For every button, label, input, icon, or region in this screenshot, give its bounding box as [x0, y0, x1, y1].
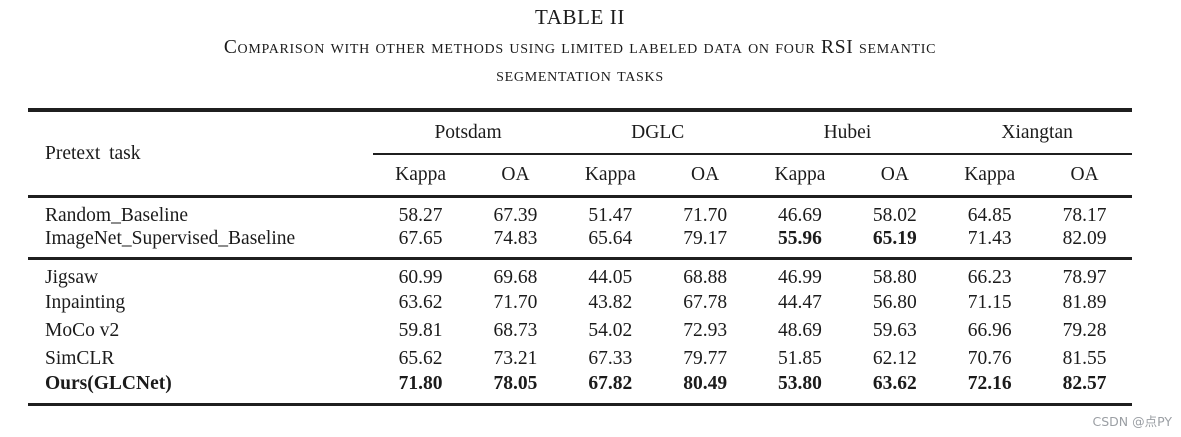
row-label: SimCLR — [45, 348, 115, 369]
table-cell: 53.80 — [778, 373, 822, 394]
table-cell: 65.64 — [562, 227, 658, 260]
table-cell: 48.69 — [778, 320, 822, 341]
row-label: Random_Baseline — [45, 205, 188, 227]
table-cell: 81.55 — [1062, 348, 1107, 369]
row-label: MoCo v2 — [45, 320, 120, 341]
table-cell: 58.80 — [872, 267, 917, 288]
group-header-dglc: DGLC — [562, 110, 753, 155]
col-header-oa: OA — [468, 154, 563, 198]
table-cell: 44.47 — [778, 292, 822, 313]
table-cell: 58.02 — [872, 205, 917, 227]
row-label: Ours(GLCNet) — [45, 373, 172, 394]
table-title: TABLE II — [534, 5, 625, 29]
table-caption: TABLE II Comparison with other methods u… — [28, 5, 1132, 90]
table-cell: 59.63 — [872, 320, 917, 341]
table-row: ImageNet_Supervised_Baseline 67.65 74.83… — [28, 227, 1132, 260]
table-cell: 79.77 — [683, 348, 728, 369]
table-cell: 55.96 — [752, 227, 848, 260]
table-cell: 70.76 — [967, 348, 1012, 369]
table-cell: 56.80 — [872, 292, 917, 313]
table-cell: 59.81 — [398, 320, 443, 341]
group-header-potsdam: Potsdam — [373, 110, 563, 155]
table-row: Random_Baseline 58.27 67.39 51.47 71.70 … — [28, 197, 1132, 228]
table-cell: 72.93 — [683, 320, 728, 341]
table-cell: 67.78 — [683, 292, 728, 313]
group-header-hubei: Hubei — [752, 110, 943, 155]
table-cell: 71.80 — [398, 373, 443, 394]
table-cell: 71.43 — [942, 227, 1038, 260]
table-cell: 82.57 — [1062, 373, 1107, 394]
table-cell: 71.70 — [683, 205, 728, 227]
table-cell: 66.23 — [967, 267, 1012, 288]
table-cell: 67.65 — [373, 227, 469, 260]
table-subtitle-line-2: segmentation tasks — [496, 65, 664, 86]
row-label: Jigsaw — [45, 267, 99, 288]
table-cell: 69.68 — [493, 267, 538, 288]
col-header-oa: OA — [1037, 154, 1132, 198]
results-table: Pretext task Potsdam DGLC Hubei Xiangtan… — [28, 108, 1132, 406]
table-cell: 54.02 — [588, 320, 633, 341]
table-cell: 74.83 — [468, 227, 563, 260]
table-cell: 81.89 — [1062, 292, 1107, 313]
table-cell: 51.47 — [588, 205, 633, 227]
col-header-kappa: Kappa — [562, 154, 658, 198]
table-cell: 72.16 — [967, 373, 1012, 394]
table-cell: 64.85 — [967, 205, 1012, 227]
table-subtitle-line-1: Comparison with other methods using limi… — [223, 37, 937, 58]
table-header-row-subcolumns: Kappa OA Kappa OA Kappa OA Kappa OA — [28, 154, 1132, 198]
table-cell: 43.82 — [588, 292, 633, 313]
table-cell: 60.99 — [398, 267, 443, 288]
table-cell: 71.70 — [493, 292, 538, 313]
table-cell: 78.05 — [493, 373, 538, 394]
group-header-xiangtan: Xiangtan — [942, 110, 1132, 155]
table-cell: 46.99 — [778, 267, 822, 288]
table-cell: 63.62 — [398, 292, 443, 313]
table-cell: 46.69 — [778, 205, 822, 227]
table-cell: 65.19 — [847, 227, 943, 260]
col-header-kappa: Kappa — [373, 154, 469, 198]
table-row: Inpainting 63.62 71.70 43.82 67.78 44.47… — [28, 289, 1132, 317]
table-cell: 44.05 — [588, 267, 633, 288]
col-header-kappa: Kappa — [752, 154, 848, 198]
table-cell: 67.82 — [588, 373, 633, 394]
table-cell: 65.62 — [398, 348, 443, 369]
row-label: Inpainting — [45, 292, 126, 313]
table-cell: 71.15 — [967, 292, 1012, 313]
table-cell: 63.62 — [872, 373, 917, 394]
table-row: MoCo v2 59.81 68.73 54.02 72.93 48.69 59… — [28, 317, 1132, 345]
table-cell: 67.39 — [493, 205, 538, 227]
table-cell: 58.27 — [398, 205, 443, 227]
table-cell: 67.33 — [588, 348, 633, 369]
table-cell: 78.97 — [1062, 267, 1107, 288]
table-cell: 68.88 — [683, 267, 728, 288]
table-cell: 51.85 — [778, 348, 822, 369]
table-cell: 66.96 — [967, 320, 1012, 341]
col-header-kappa: Kappa — [942, 154, 1038, 198]
table-header-row-groups: Pretext task Potsdam DGLC Hubei Xiangtan — [28, 110, 1132, 198]
table-row: SimCLR 65.62 73.21 67.33 79.77 51.85 62.… — [28, 345, 1132, 373]
table-cell: 78.17 — [1062, 205, 1107, 227]
col-header-oa: OA — [657, 154, 753, 198]
table-row: Jigsaw 60.99 69.68 44.05 68.88 46.99 58.… — [28, 259, 1132, 290]
table-cell: 82.09 — [1037, 227, 1132, 260]
table-row: Ours(GLCNet) 71.80 78.05 67.82 80.49 53.… — [28, 373, 1132, 405]
table-cell: 73.21 — [493, 348, 538, 369]
row-label: ImageNet_Supervised_Baseline — [28, 227, 374, 260]
table-cell: 79.28 — [1062, 320, 1107, 341]
table-cell: 68.73 — [493, 320, 538, 341]
csdn-watermark: CSDN @点PY — [1092, 414, 1172, 429]
column-header-pretext-task: Pretext task — [28, 110, 374, 198]
table-cell: 79.17 — [657, 227, 753, 260]
table-cell: 62.12 — [872, 348, 917, 369]
col-header-oa: OA — [847, 154, 943, 198]
table-cell: 80.49 — [683, 373, 728, 394]
